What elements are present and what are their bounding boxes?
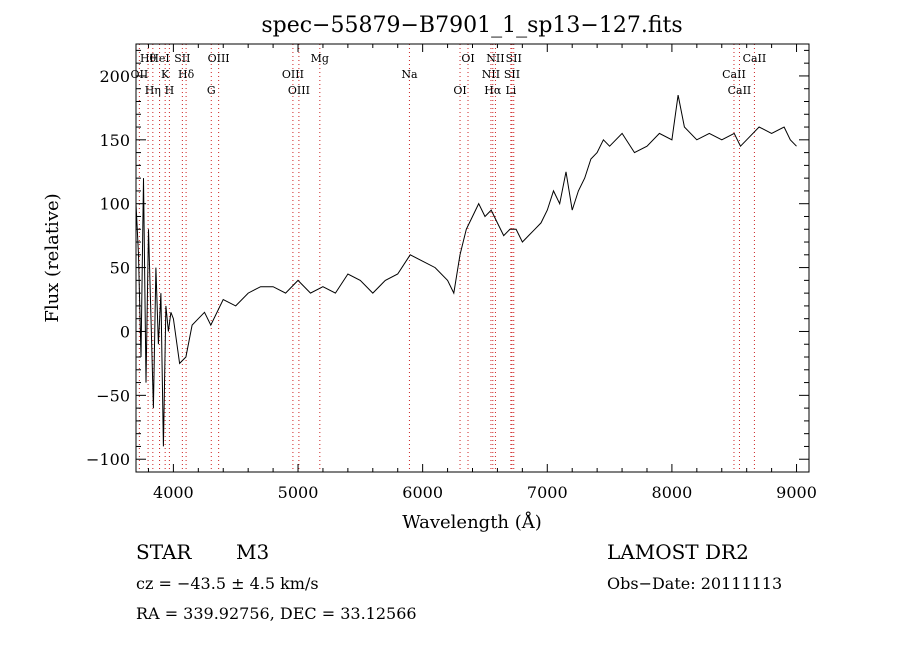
plot-frame — [135, 43, 810, 473]
line-marker-label: Na — [401, 68, 418, 81]
line-marker-label: OI — [461, 52, 474, 65]
line-marker-label: Hθ — [140, 52, 157, 65]
line-marker-label: OIII — [208, 52, 230, 65]
y-axis: −100 −50 0 50 100 150 200 — [86, 49, 809, 469]
line-marker-label: Hα — [484, 84, 502, 97]
x-axis: 4000 5000 6000 7000 8000 9000 — [147, 44, 817, 502]
line-labels: Hθ OII Hη HeI KH SII Hδ G OIII OIII OIII Mg Na OI OI NI… — [131, 52, 767, 97]
line-marker-label: CaII — [722, 68, 746, 81]
line-marker-label: CaII — [728, 84, 752, 97]
line-marker-label: K — [161, 68, 170, 81]
y-tick-label: 200 — [99, 67, 130, 86]
line-marker-label: SII — [174, 52, 190, 65]
x-tick-label: 6000 — [402, 483, 443, 502]
line-marker-label: Li — [505, 84, 516, 97]
line-marker-label: OIII — [288, 84, 310, 97]
x-tick-label: 9000 — [776, 483, 817, 502]
spectrum-line — [135, 95, 797, 447]
line-marker-label: Mg — [311, 52, 329, 65]
line-marker-label: OIII — [282, 68, 304, 81]
x-tick-label: 5000 — [278, 483, 319, 502]
obs-date: Obs−Date: 20111113 — [607, 574, 783, 593]
y-tick-label: −50 — [96, 386, 130, 405]
line-marker-label: H — [165, 84, 175, 97]
line-marker-label: HeI — [149, 52, 169, 65]
spectrum-series — [135, 95, 797, 447]
subclass: M3 — [236, 540, 270, 564]
y-tick-label: 150 — [99, 131, 130, 150]
y-tick-label: 100 — [99, 195, 130, 214]
line-marker-label: NII — [482, 68, 500, 81]
x-tick-label: 8000 — [652, 483, 693, 502]
line-marker-label: NII — [486, 52, 504, 65]
line-marker-label: SII — [506, 52, 522, 65]
line-marker-label: OII — [131, 68, 149, 81]
line-marker-label: SII — [504, 68, 520, 81]
coordinates: RA = 339.92756, DEC = 33.12566 — [136, 604, 417, 623]
line-marker-label: Hδ — [178, 68, 195, 81]
line-marker-label: CaII — [743, 52, 767, 65]
velocity-text: cz = −43.5 ± 4.5 km/s — [136, 574, 319, 593]
line-marker-label: G — [207, 84, 216, 97]
y-tick-label: 0 — [120, 322, 130, 341]
y-tick-label: 50 — [110, 259, 130, 278]
x-axis-label: Wavelength (Å) — [402, 511, 542, 533]
line-markers — [138, 44, 755, 472]
survey-name: LAMOST DR2 — [607, 540, 749, 564]
y-tick-label: −100 — [86, 450, 130, 469]
chart-title: spec−55879−B7901_1_sp13−127.fits — [261, 13, 682, 38]
y-axis-label: Flux (relative) — [42, 193, 63, 322]
x-tick-label: 4000 — [153, 483, 194, 502]
x-tick-label: 7000 — [527, 483, 568, 502]
line-marker-label: Hη — [145, 84, 161, 97]
line-marker-label: OI — [453, 84, 466, 97]
object-type: STAR — [136, 540, 192, 564]
